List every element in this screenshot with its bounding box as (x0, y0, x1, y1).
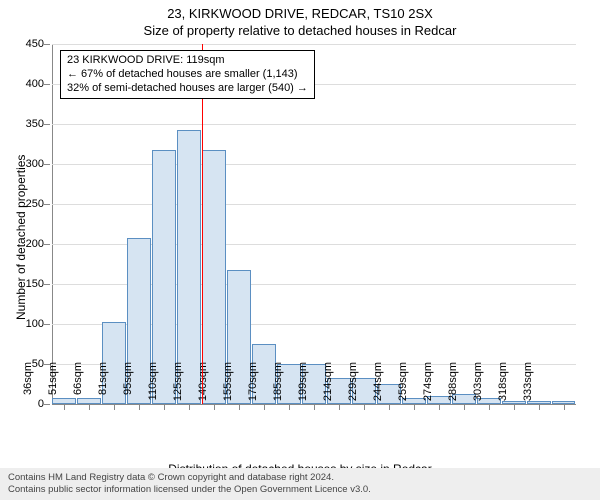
x-tick (214, 404, 215, 410)
y-tick (44, 284, 50, 285)
y-tick (44, 124, 50, 125)
page-title: 23, KIRKWOOD DRIVE, REDCAR, TS10 2SX (0, 6, 600, 21)
gridline (52, 124, 576, 125)
x-tick (464, 404, 465, 410)
y-tick-label: 300 (4, 159, 44, 170)
gridline (52, 44, 576, 45)
y-tick-label: 100 (4, 319, 44, 330)
x-tick (289, 404, 290, 410)
x-tick-label: 214sqm (322, 362, 334, 412)
y-tick (44, 244, 50, 245)
y-tick-label: 400 (4, 79, 44, 90)
page-subtitle: Size of property relative to detached ho… (0, 23, 600, 38)
x-tick-label: 244sqm (372, 362, 384, 412)
y-tick (44, 164, 50, 165)
y-tick (44, 324, 50, 325)
x-tick (564, 404, 565, 410)
x-tick (364, 404, 365, 410)
y-tick (44, 204, 50, 205)
x-tick-label: 170sqm (247, 362, 259, 412)
y-tick (44, 44, 50, 45)
gridline (52, 204, 576, 205)
x-tick (239, 404, 240, 410)
x-tick-label: 110sqm (147, 362, 159, 412)
x-tick-label: 185sqm (272, 362, 284, 412)
x-tick-label: 199sqm (297, 362, 309, 412)
footer-line: Contains HM Land Registry data © Crown c… (8, 472, 592, 484)
x-tick (314, 404, 315, 410)
x-tick-label: 81sqm (97, 362, 109, 412)
y-tick-label: 450 (4, 39, 44, 50)
y-tick-label: 200 (4, 239, 44, 250)
y-tick (44, 84, 50, 85)
x-tick (89, 404, 90, 410)
annotation-box: 23 KIRKWOOD DRIVE: 119sqm← 67% of detach… (60, 50, 315, 99)
annotation-line: ← 67% of detached houses are smaller (1,… (67, 68, 308, 82)
y-tick-label: 350 (4, 119, 44, 130)
x-tick-label: 333sqm (522, 362, 534, 412)
annotation-line: 23 KIRKWOOD DRIVE: 119sqm (67, 54, 308, 68)
x-tick-label: 66sqm (72, 362, 84, 412)
annotation-line: 32% of semi-detached houses are larger (… (67, 82, 308, 96)
x-tick-label: 155sqm (222, 362, 234, 412)
x-tick (189, 404, 190, 410)
histogram-chart: 05010015020025030035040045036sqm51sqm66s… (52, 44, 576, 404)
x-tick (489, 404, 490, 410)
footer-attribution: Contains HM Land Registry data © Crown c… (0, 468, 600, 500)
x-tick-label: 229sqm (347, 362, 359, 412)
x-tick (64, 404, 65, 410)
x-tick (539, 404, 540, 410)
y-tick-label: 250 (4, 199, 44, 210)
x-tick (439, 404, 440, 410)
x-tick-label: 140sqm (197, 362, 209, 412)
x-tick (139, 404, 140, 410)
gridline (52, 164, 576, 165)
x-tick-label: 318sqm (497, 362, 509, 412)
x-tick-label: 125sqm (172, 362, 184, 412)
x-tick-label: 51sqm (47, 362, 59, 412)
x-tick-label: 36sqm (22, 362, 34, 412)
x-tick-label: 259sqm (397, 362, 409, 412)
x-tick-label: 95sqm (122, 362, 134, 412)
x-tick (264, 404, 265, 410)
footer-line: Contains public sector information licen… (8, 484, 592, 496)
x-tick (414, 404, 415, 410)
x-tick (164, 404, 165, 410)
x-tick (514, 404, 515, 410)
y-axis-line (52, 44, 53, 404)
x-tick (339, 404, 340, 410)
x-tick (389, 404, 390, 410)
y-tick-label: 150 (4, 279, 44, 290)
x-tick-label: 274sqm (422, 362, 434, 412)
x-tick-label: 288sqm (447, 362, 459, 412)
x-tick-label: 303sqm (472, 362, 484, 412)
x-tick (114, 404, 115, 410)
plot-area: 05010015020025030035040045036sqm51sqm66s… (52, 44, 576, 404)
